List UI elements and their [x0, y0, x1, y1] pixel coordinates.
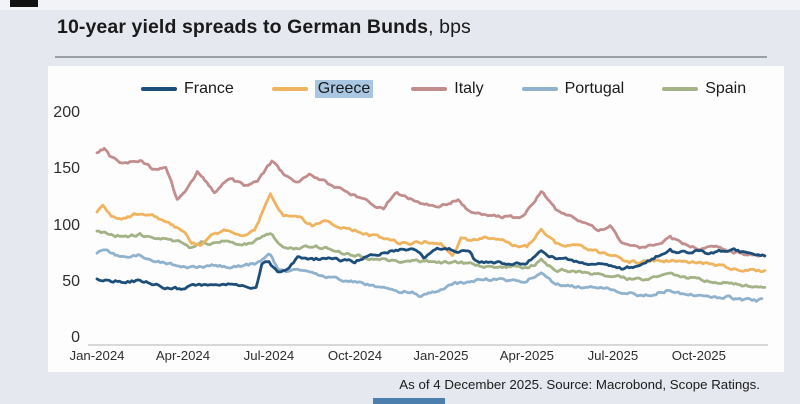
legend-item-greece[interactable]: Greece [271, 80, 374, 98]
y-tick-label: 100 [53, 216, 80, 234]
x-tick-label: Apr-2024 [155, 348, 211, 363]
x-tick-label: Jan-2024 [69, 348, 125, 363]
legend-label: Greece [314, 80, 374, 98]
legend-swatch-spain [662, 87, 699, 91]
y-tick-label: 0 [71, 329, 80, 346]
title-unit: , bps [428, 16, 471, 38]
legend-label: France [184, 80, 234, 97]
legend-swatch-greece [271, 87, 308, 91]
top-band [0, 0, 800, 10]
legend-label: Portugal [564, 80, 625, 97]
y-tick-label: 150 [53, 160, 80, 178]
x-tick-label: Jul-2025 [587, 348, 639, 363]
title-main: 10-year yield spreads to German Bunds [57, 16, 429, 38]
y-tick-label: 200 [53, 104, 80, 121]
legend-label: Italy [454, 80, 484, 97]
y-tick-label: 50 [62, 272, 80, 290]
x-tick-label: Oct-2025 [671, 348, 726, 363]
legend-item-spain[interactable]: Spain [662, 80, 746, 98]
page-title: 10-year yield spreads to German Bunds, b… [57, 16, 471, 39]
chart-legend: France Greece Italy Portugal Spain [141, 80, 746, 98]
x-tick-label: Oct-2024 [327, 348, 383, 363]
series-line-france [95, 246, 767, 291]
legend-item-portugal[interactable]: Portugal [521, 80, 625, 98]
chart-panel [48, 66, 784, 372]
x-tick-label: Jan-2025 [413, 348, 469, 363]
legend-swatch-france [141, 87, 177, 91]
series-line-italy [95, 147, 767, 258]
series-line-spain [95, 229, 767, 289]
series-line-portugal [95, 248, 764, 303]
series-line-greece [95, 192, 767, 273]
source-note: As of 4 December 2025. Source: Macrobond… [399, 377, 760, 392]
legend-label: Spain [705, 80, 747, 97]
top-left-black-mark [10, 0, 38, 7]
x-tick-label: Apr-2025 [499, 348, 555, 363]
title-divider [55, 56, 767, 58]
bottom-blue-bar [373, 398, 445, 404]
legend-swatch-portugal [521, 87, 558, 91]
legend-item-italy[interactable]: Italy [411, 80, 484, 98]
legend-swatch-italy [411, 87, 448, 91]
legend-item-france[interactable]: France [141, 80, 234, 98]
x-tick-label: Jul-2024 [243, 348, 295, 363]
